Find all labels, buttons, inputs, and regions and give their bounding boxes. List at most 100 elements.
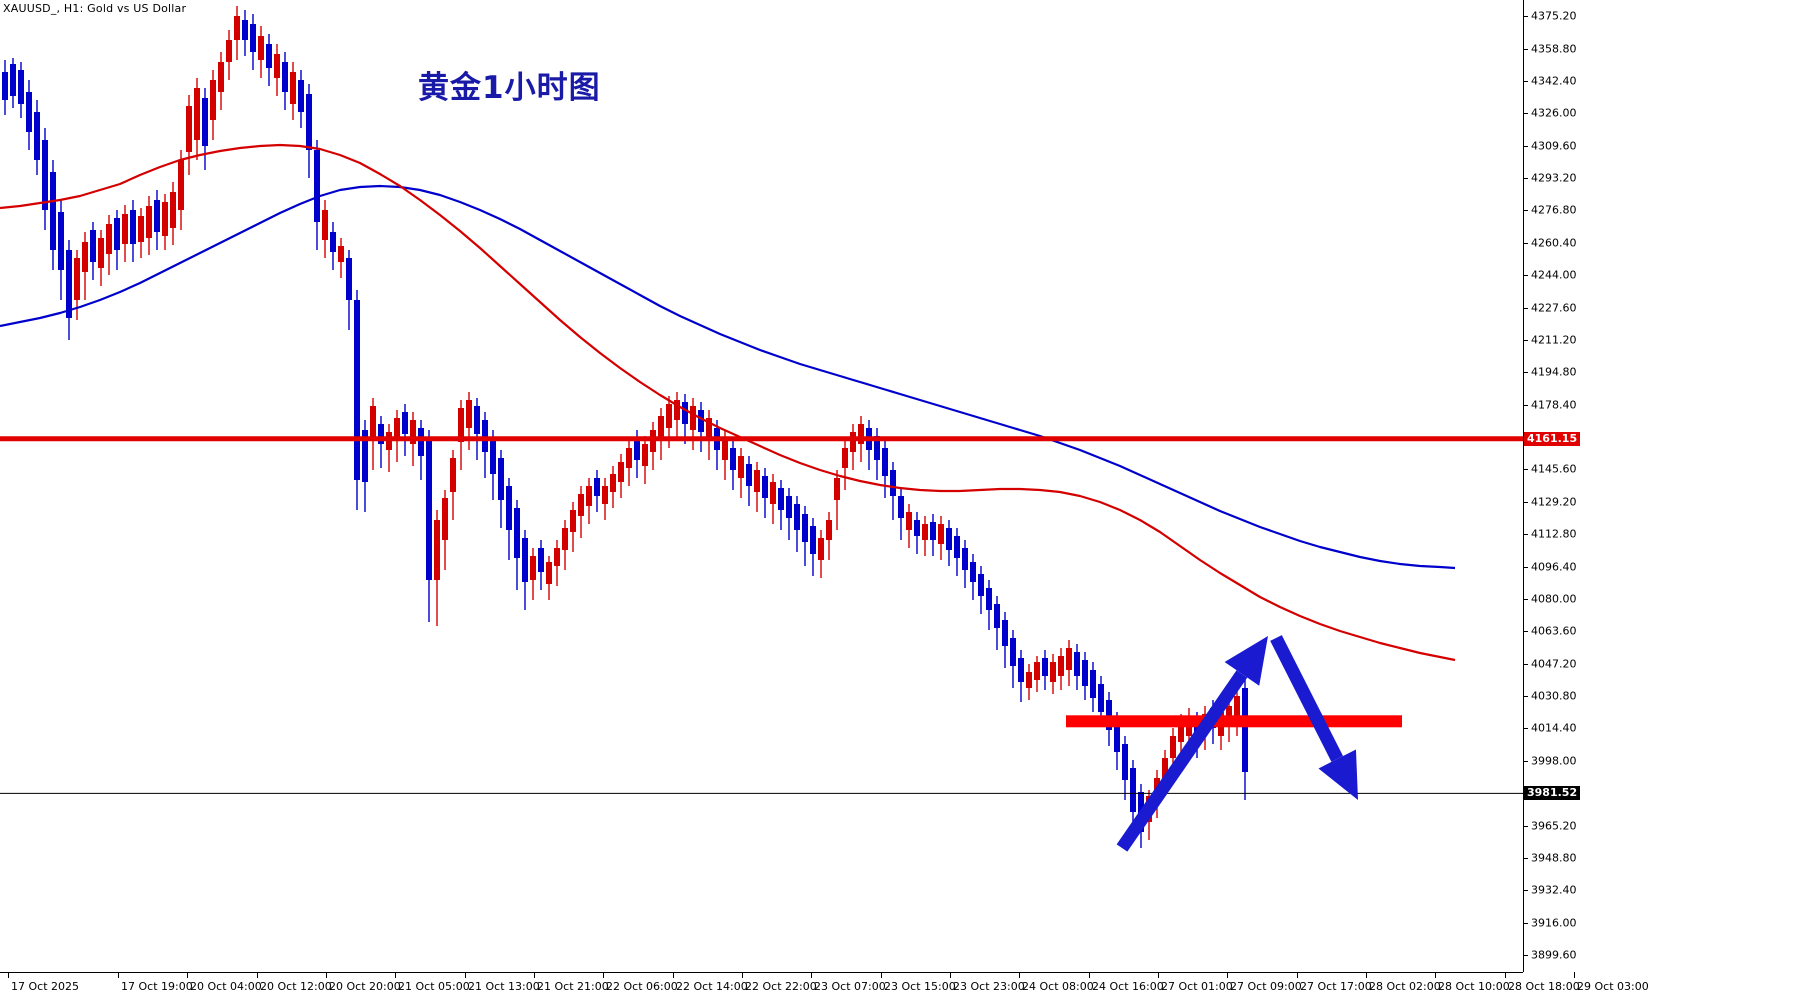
time-tick-label: 20 Oct 04:00: [190, 980, 262, 993]
candle-body: [754, 470, 760, 492]
candle-body: [314, 150, 320, 222]
price-tick-label: 4342.40: [1531, 74, 1577, 88]
candle-body: [674, 400, 680, 420]
candle-body: [850, 432, 856, 452]
candle-body: [106, 224, 112, 254]
time-axis[interactable]: 17 Oct 2025 17 Oct 19:00 20 Oct 04:00 20 Oc…: [0, 972, 1799, 1004]
candle-body: [146, 206, 152, 238]
candle-body: [970, 562, 976, 582]
price-tick-label: 3899.60: [1531, 948, 1577, 962]
price-tick: [1523, 469, 1528, 471]
candle-body: [618, 462, 624, 482]
candle-body: [546, 562, 552, 584]
price-tick: [1523, 275, 1528, 277]
candle-body: [890, 470, 896, 496]
time-tick: [1019, 972, 1020, 978]
candle-body: [306, 94, 312, 150]
ma-fast-path: [0, 143, 1456, 662]
candle-body: [994, 604, 1000, 628]
price-tick-label: 3932.40: [1531, 883, 1577, 897]
time-tick: [257, 972, 258, 978]
candle-body: [794, 504, 800, 530]
candle-body: [538, 548, 544, 572]
time-tick-label: 27 Oct 17:00: [1300, 980, 1372, 993]
price-tick-label: 4260.40: [1531, 236, 1577, 250]
candle-body: [882, 448, 888, 476]
candle-body: [1114, 720, 1120, 752]
candle-body: [1034, 662, 1040, 680]
price-tick: [1523, 890, 1528, 892]
bullish-arrow-shaft[interactable]: [1116, 670, 1248, 852]
time-tick: [1435, 972, 1436, 978]
bearish-arrow-shaft[interactable]: [1270, 635, 1344, 762]
candle-body: [682, 402, 688, 424]
candle-body: [74, 258, 80, 300]
candle-body: [250, 24, 256, 52]
time-tick-label: 28 Oct 10:00: [1438, 980, 1510, 993]
candle-body: [242, 20, 248, 40]
candle-body: [362, 430, 368, 482]
bearish-arrow-head[interactable]: [1318, 749, 1358, 800]
price-tick-label: 4047.20: [1531, 657, 1577, 671]
candle-body: [562, 528, 568, 550]
time-tick: [673, 972, 674, 978]
resistance-zone-bar[interactable]: [1066, 715, 1402, 728]
candle-body: [266, 44, 272, 68]
price-axis[interactable]: 4375.20 4358.80 4342.40 4326.00 4309.60 4293.…: [1523, 0, 1799, 972]
candle-body: [610, 474, 616, 492]
price-tick: [1523, 598, 1528, 600]
moving-average-slow-line: [0, 184, 1456, 570]
candle-body: [274, 54, 280, 78]
candle-body: [114, 218, 120, 250]
candle-body: [450, 458, 456, 492]
time-tick-label: 27 Oct 09:00: [1230, 980, 1302, 993]
time-tick-label: 22 Oct 06:00: [606, 980, 678, 993]
price-tick: [1523, 663, 1528, 665]
candle-body: [1234, 696, 1240, 718]
price-tick-label: 4375.20: [1531, 9, 1577, 23]
candle-body: [42, 140, 48, 210]
candle-body: [138, 216, 144, 242]
candle-body: [810, 526, 816, 554]
candle-body: [1106, 700, 1112, 730]
candle-body: [922, 524, 928, 540]
time-tick: [1089, 972, 1090, 978]
candle-body: [466, 400, 472, 428]
time-tick: [395, 972, 396, 978]
candle-body: [226, 40, 232, 62]
candle-body: [474, 406, 480, 434]
time-tick: [1366, 972, 1367, 978]
time-tick: [742, 972, 743, 978]
candle-body: [90, 230, 96, 262]
candle-body: [1082, 660, 1088, 686]
candle-body: [1050, 662, 1056, 682]
price-tick-label: 4309.60: [1531, 139, 1577, 153]
candle-body: [370, 406, 376, 440]
candle-body: [194, 88, 200, 140]
candle-body: [178, 160, 184, 210]
price-tick: [1523, 566, 1528, 568]
price-tick-label: 3916.00: [1531, 916, 1577, 930]
price-tick: [1523, 728, 1528, 730]
price-tick-label: 4194.80: [1531, 365, 1577, 379]
price-tick-label: 4326.00: [1531, 106, 1577, 120]
candle-body: [378, 424, 384, 444]
candle-body: [530, 556, 536, 580]
price-tick: [1523, 178, 1528, 180]
time-tick: [465, 972, 466, 978]
candle-body: [826, 520, 832, 540]
bullish-arrow-head[interactable]: [1224, 636, 1268, 686]
price-axis-line: [1523, 0, 1524, 972]
candle-body: [490, 438, 496, 474]
candle-body: [218, 62, 224, 92]
price-tick-label: 4145.60: [1531, 462, 1577, 476]
candle-body: [66, 250, 72, 318]
time-tick: [603, 972, 604, 978]
price-tick-label: 4096.40: [1531, 560, 1577, 574]
price-tick-label: 3948.80: [1531, 851, 1577, 865]
candle-body: [186, 106, 192, 152]
candle-body: [418, 428, 424, 456]
chart-plot-area[interactable]: [0, 0, 1523, 972]
time-tick-label: 24 Oct 08:00: [1022, 980, 1094, 993]
candle-body: [666, 404, 672, 428]
